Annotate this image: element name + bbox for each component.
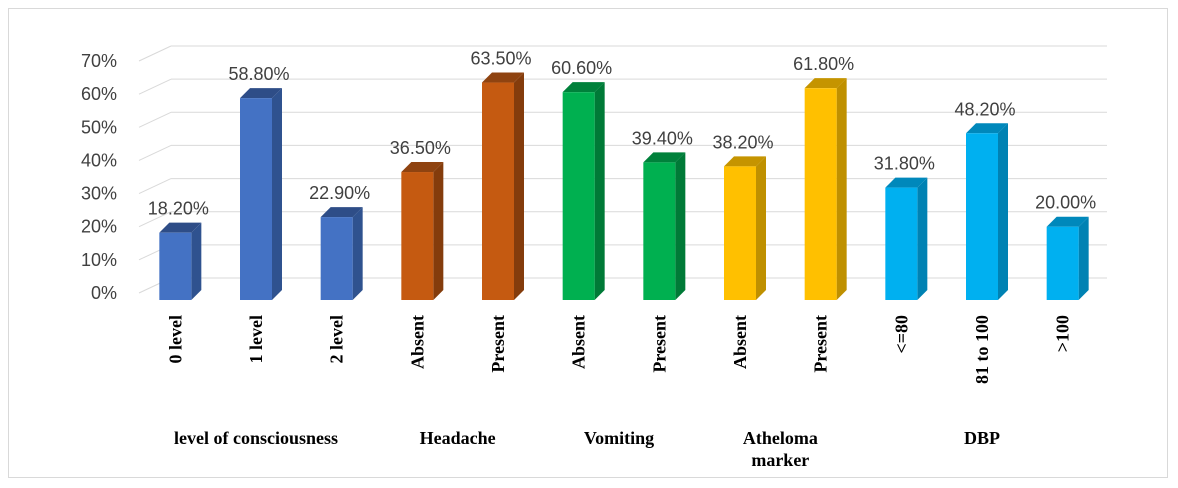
data-label: 38.20% — [712, 132, 773, 152]
bar-side — [998, 123, 1008, 300]
bar-top — [159, 222, 202, 233]
bar — [320, 207, 363, 300]
bar-side — [675, 152, 686, 300]
bar — [966, 123, 1008, 300]
data-label: 31.80% — [874, 154, 935, 174]
bar-front — [240, 98, 272, 301]
bar-front — [320, 217, 353, 300]
gridline-slant — [138, 211, 172, 228]
group-label: Vomiting — [584, 428, 654, 448]
bar-top — [562, 82, 605, 93]
bar-side — [917, 177, 928, 300]
data-label: 39.40% — [632, 128, 693, 148]
data-label: 61.80% — [793, 54, 854, 74]
bar-top — [643, 152, 686, 163]
gridline-slant — [138, 45, 172, 62]
category-label: Present — [649, 315, 669, 373]
bar-front — [885, 187, 918, 300]
bar-front — [724, 166, 756, 300]
bar-side — [594, 82, 605, 300]
gridline-slant — [138, 144, 172, 161]
category-label: 81 to 100 — [972, 315, 992, 384]
bar-top — [804, 78, 847, 89]
bar — [562, 82, 605, 300]
bar — [482, 72, 524, 301]
gridline-slant — [138, 111, 172, 128]
gridline-slant — [138, 78, 172, 95]
bar — [401, 162, 444, 300]
category-label: >100 — [1053, 315, 1073, 352]
category-label: 0 level — [165, 315, 185, 363]
category-label: Present — [488, 315, 508, 373]
group-label: Atheloma marker — [743, 428, 818, 470]
bar — [804, 78, 847, 300]
y-tick-label: 20% — [81, 217, 117, 237]
bar-side — [1078, 216, 1089, 300]
y-tick-label: 70% — [81, 51, 117, 71]
data-label: 20.00% — [1035, 193, 1096, 213]
bar-front — [804, 88, 837, 300]
y-tick-label: 40% — [81, 150, 117, 170]
group-labels: level of consciousness Headache Vomiting At… — [174, 428, 1000, 470]
chart-frame: 0% 10% 20% 30% 40% 50% 60% 70% 18.20% 58.80% 22.9… — [8, 8, 1168, 478]
data-label: 58.80% — [228, 64, 289, 84]
bar-front — [159, 232, 192, 300]
bar-front — [643, 162, 676, 300]
data-label: 22.90% — [309, 183, 370, 203]
bar-side — [514, 72, 524, 300]
y-tick-label: 30% — [81, 184, 117, 204]
category-label: Absent — [730, 315, 750, 369]
data-label: 48.20% — [954, 99, 1015, 119]
group-label: Headache — [420, 428, 496, 448]
bar-side — [352, 207, 363, 300]
category-label: Absent — [407, 315, 427, 369]
category-label: 2 level — [327, 315, 347, 363]
data-label: 60.60% — [551, 58, 612, 78]
bar — [240, 88, 282, 301]
gridline-slant — [138, 178, 172, 195]
category-labels: 0 level 1 level 2 level Absent Present Absent… — [165, 315, 1072, 384]
bar-top — [482, 72, 524, 83]
bar-front — [562, 92, 595, 300]
category-label: Present — [811, 315, 831, 373]
bar-front — [1046, 226, 1079, 300]
bar — [643, 152, 686, 300]
bar-top — [966, 123, 1008, 134]
bar-top — [1046, 216, 1089, 227]
bar-side — [836, 78, 847, 300]
group-label: level of consciousness — [174, 428, 338, 448]
category-label: <=80 — [891, 315, 911, 354]
y-tick-label: 50% — [81, 117, 117, 137]
bar-side — [433, 162, 444, 300]
group-label: DBP — [964, 428, 1000, 448]
bar-top — [724, 156, 766, 167]
category-label: 1 level — [246, 315, 266, 363]
bar-top — [885, 177, 928, 188]
data-label: 63.50% — [470, 49, 531, 69]
bar — [885, 177, 928, 300]
bar-top — [320, 207, 363, 218]
bars — [159, 72, 1089, 301]
bar-front — [966, 133, 998, 300]
y-axis-ticks: 0% 10% 20% 30% 40% 50% 60% 70% — [81, 51, 117, 303]
y-tick-label: 10% — [81, 250, 117, 270]
y-tick-label: 60% — [81, 84, 117, 104]
data-label: 18.20% — [148, 199, 209, 219]
bar-front — [401, 172, 434, 300]
bar-top — [401, 162, 444, 173]
bar-side — [272, 88, 282, 301]
bar-top — [240, 88, 282, 99]
data-labels: 18.20% 58.80% 22.90% 36.50% 63.50% 60.60% 39.4… — [148, 49, 1096, 219]
bar-chart: 0% 10% 20% 30% 40% 50% 60% 70% 18.20% 58.80% 22.9… — [81, 45, 1107, 470]
bar-side — [191, 222, 202, 300]
category-label: Absent — [569, 315, 589, 369]
y-tick-label: 0% — [91, 283, 117, 303]
data-label: 36.50% — [390, 138, 451, 158]
bar — [724, 156, 766, 300]
bar-front — [482, 82, 514, 301]
bar — [159, 222, 202, 300]
bar-side — [756, 156, 766, 300]
bar — [1046, 216, 1089, 300]
